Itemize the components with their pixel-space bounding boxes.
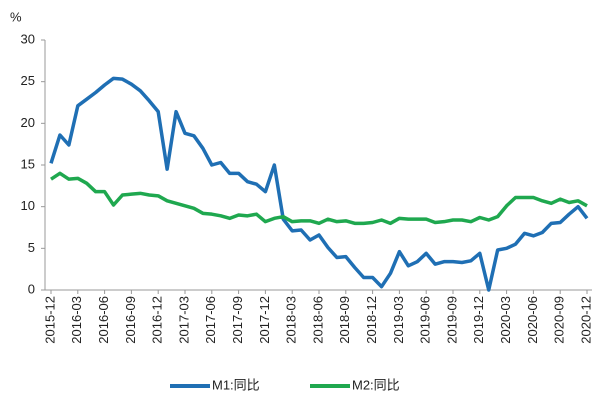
line [49,76,589,292]
x-tick-label: 2019-03 [391,296,406,344]
x-tick-label: 2020-12 [578,296,593,344]
x-tick-label: 2018-03 [284,296,299,344]
y-axis-label: % [10,9,22,24]
x-tick-label: 2019-09 [444,296,459,344]
x-tick-label: 2020-06 [525,296,540,344]
x-tick-label: 2019-06 [418,296,433,344]
legend-label: M1:同比 [212,377,260,392]
x-tick-label: 2016-06 [96,296,111,344]
x-tick-label: 2018-06 [310,296,325,344]
x-tick-label: 2018-12 [364,296,379,344]
y-tick-label: 30 [21,31,35,46]
x-tick-label: 2018-09 [337,296,352,344]
y-tick-label: 15 [21,156,35,171]
x-tick-label: 2015-12 [42,296,57,344]
x-tick-label: 2016-09 [123,296,138,344]
x-tick-label: 2017-12 [257,296,272,344]
x-tick-label: 2020-03 [498,296,513,344]
x-tick-label: 2016-12 [150,296,165,344]
x-tick-label: 2020-09 [552,296,567,344]
line [50,171,588,226]
y-tick-label: 25 [21,73,35,88]
y-tick-label: 0 [28,281,35,296]
y-tick-label: 5 [28,240,35,255]
x-tick-label: 2016-03 [69,296,84,344]
x-tick-label: 2019-12 [471,296,486,344]
legend-label: M2:同比 [352,377,400,392]
y-tick-label: 20 [21,115,35,130]
x-tick-label: 2017-03 [176,296,191,344]
x-tick-label: 2017-06 [203,296,218,344]
x-tick-label: 2017-09 [230,296,245,344]
y-tick-label: 10 [21,198,35,213]
